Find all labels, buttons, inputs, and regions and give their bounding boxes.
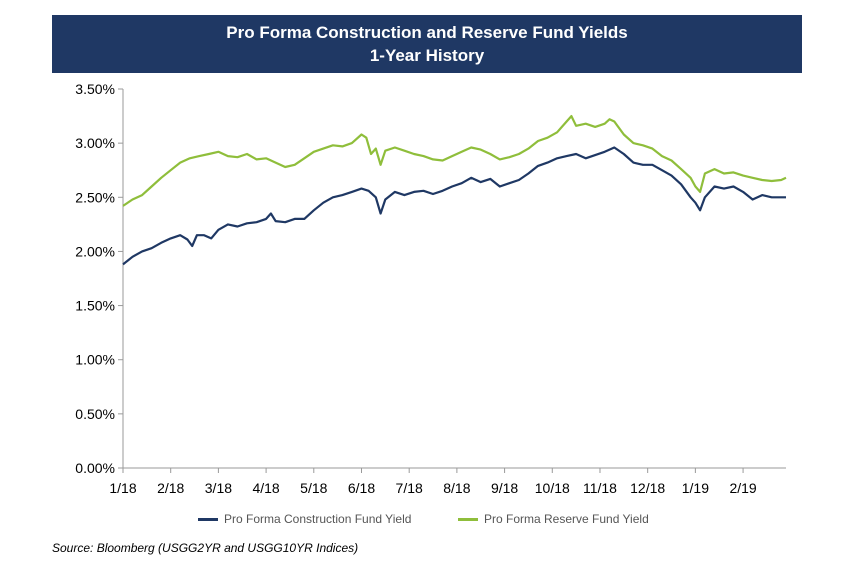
x-tick-label: 4/18 <box>252 480 279 496</box>
y-tick-label: 2.50% <box>75 189 115 205</box>
y-tick-label: 2.00% <box>75 243 115 259</box>
chart-axes <box>122 89 786 469</box>
x-tick-label: 3/18 <box>205 480 232 496</box>
series-lines <box>122 115 787 266</box>
x-tick-label: 7/18 <box>396 480 423 496</box>
chart-subtitle: 1-Year History <box>369 46 485 65</box>
x-tick-label: 9/18 <box>491 480 518 496</box>
x-tick-label: 1/18 <box>109 480 136 496</box>
x-axis-ticks: 1/18 2/18 3/18 4/18 5/18 6/18 7/18 8/18 9/18 10/1… <box>109 468 757 496</box>
legend-item-construction: Pro Forma Construction Fund Yield <box>198 512 411 526</box>
legend-item-reserve: Pro Forma Reserve Fund Yield <box>458 512 649 526</box>
y-tick-label: 0.50% <box>75 406 115 422</box>
y-axis-ticks: 0.00% 0.50% 1.00% 1.50% 2.00% 2.50% 3.00% 3.50% <box>75 81 123 476</box>
x-tick-label: 10/18 <box>535 480 570 496</box>
reserve-fund-yield-line <box>122 115 787 207</box>
source-note: Source: Bloomberg (USGG2YR and USGG10YR … <box>52 541 359 555</box>
legend-label-reserve: Pro Forma Reserve Fund Yield <box>484 512 649 526</box>
construction-fund-yield-line <box>122 146 786 266</box>
y-tick-label: 3.50% <box>75 81 115 97</box>
y-tick-label: 1.50% <box>75 298 115 314</box>
x-tick-label: 2/19 <box>729 480 756 496</box>
x-tick-label: 6/18 <box>348 480 375 496</box>
legend-label-construction: Pro Forma Construction Fund Yield <box>224 512 412 526</box>
y-tick-label: 3.00% <box>75 135 115 151</box>
x-tick-label: 8/18 <box>443 480 470 496</box>
x-tick-label: 11/18 <box>583 480 617 496</box>
x-tick-label: 5/18 <box>300 480 327 496</box>
y-tick-label: 1.00% <box>75 352 115 368</box>
y-tick-label: 0.00% <box>75 460 115 476</box>
x-tick-label: 2/18 <box>157 480 184 496</box>
x-tick-label: 12/18 <box>630 480 665 496</box>
legend-swatch-construction <box>198 517 218 521</box>
chart-title: Pro Forma Construction and Reserve Fund … <box>226 23 628 42</box>
legend-swatch-reserve <box>458 517 478 521</box>
chart-title-banner: Pro Forma Construction and Reserve Fund … <box>52 15 802 73</box>
x-tick-label: 1/19 <box>682 480 709 496</box>
